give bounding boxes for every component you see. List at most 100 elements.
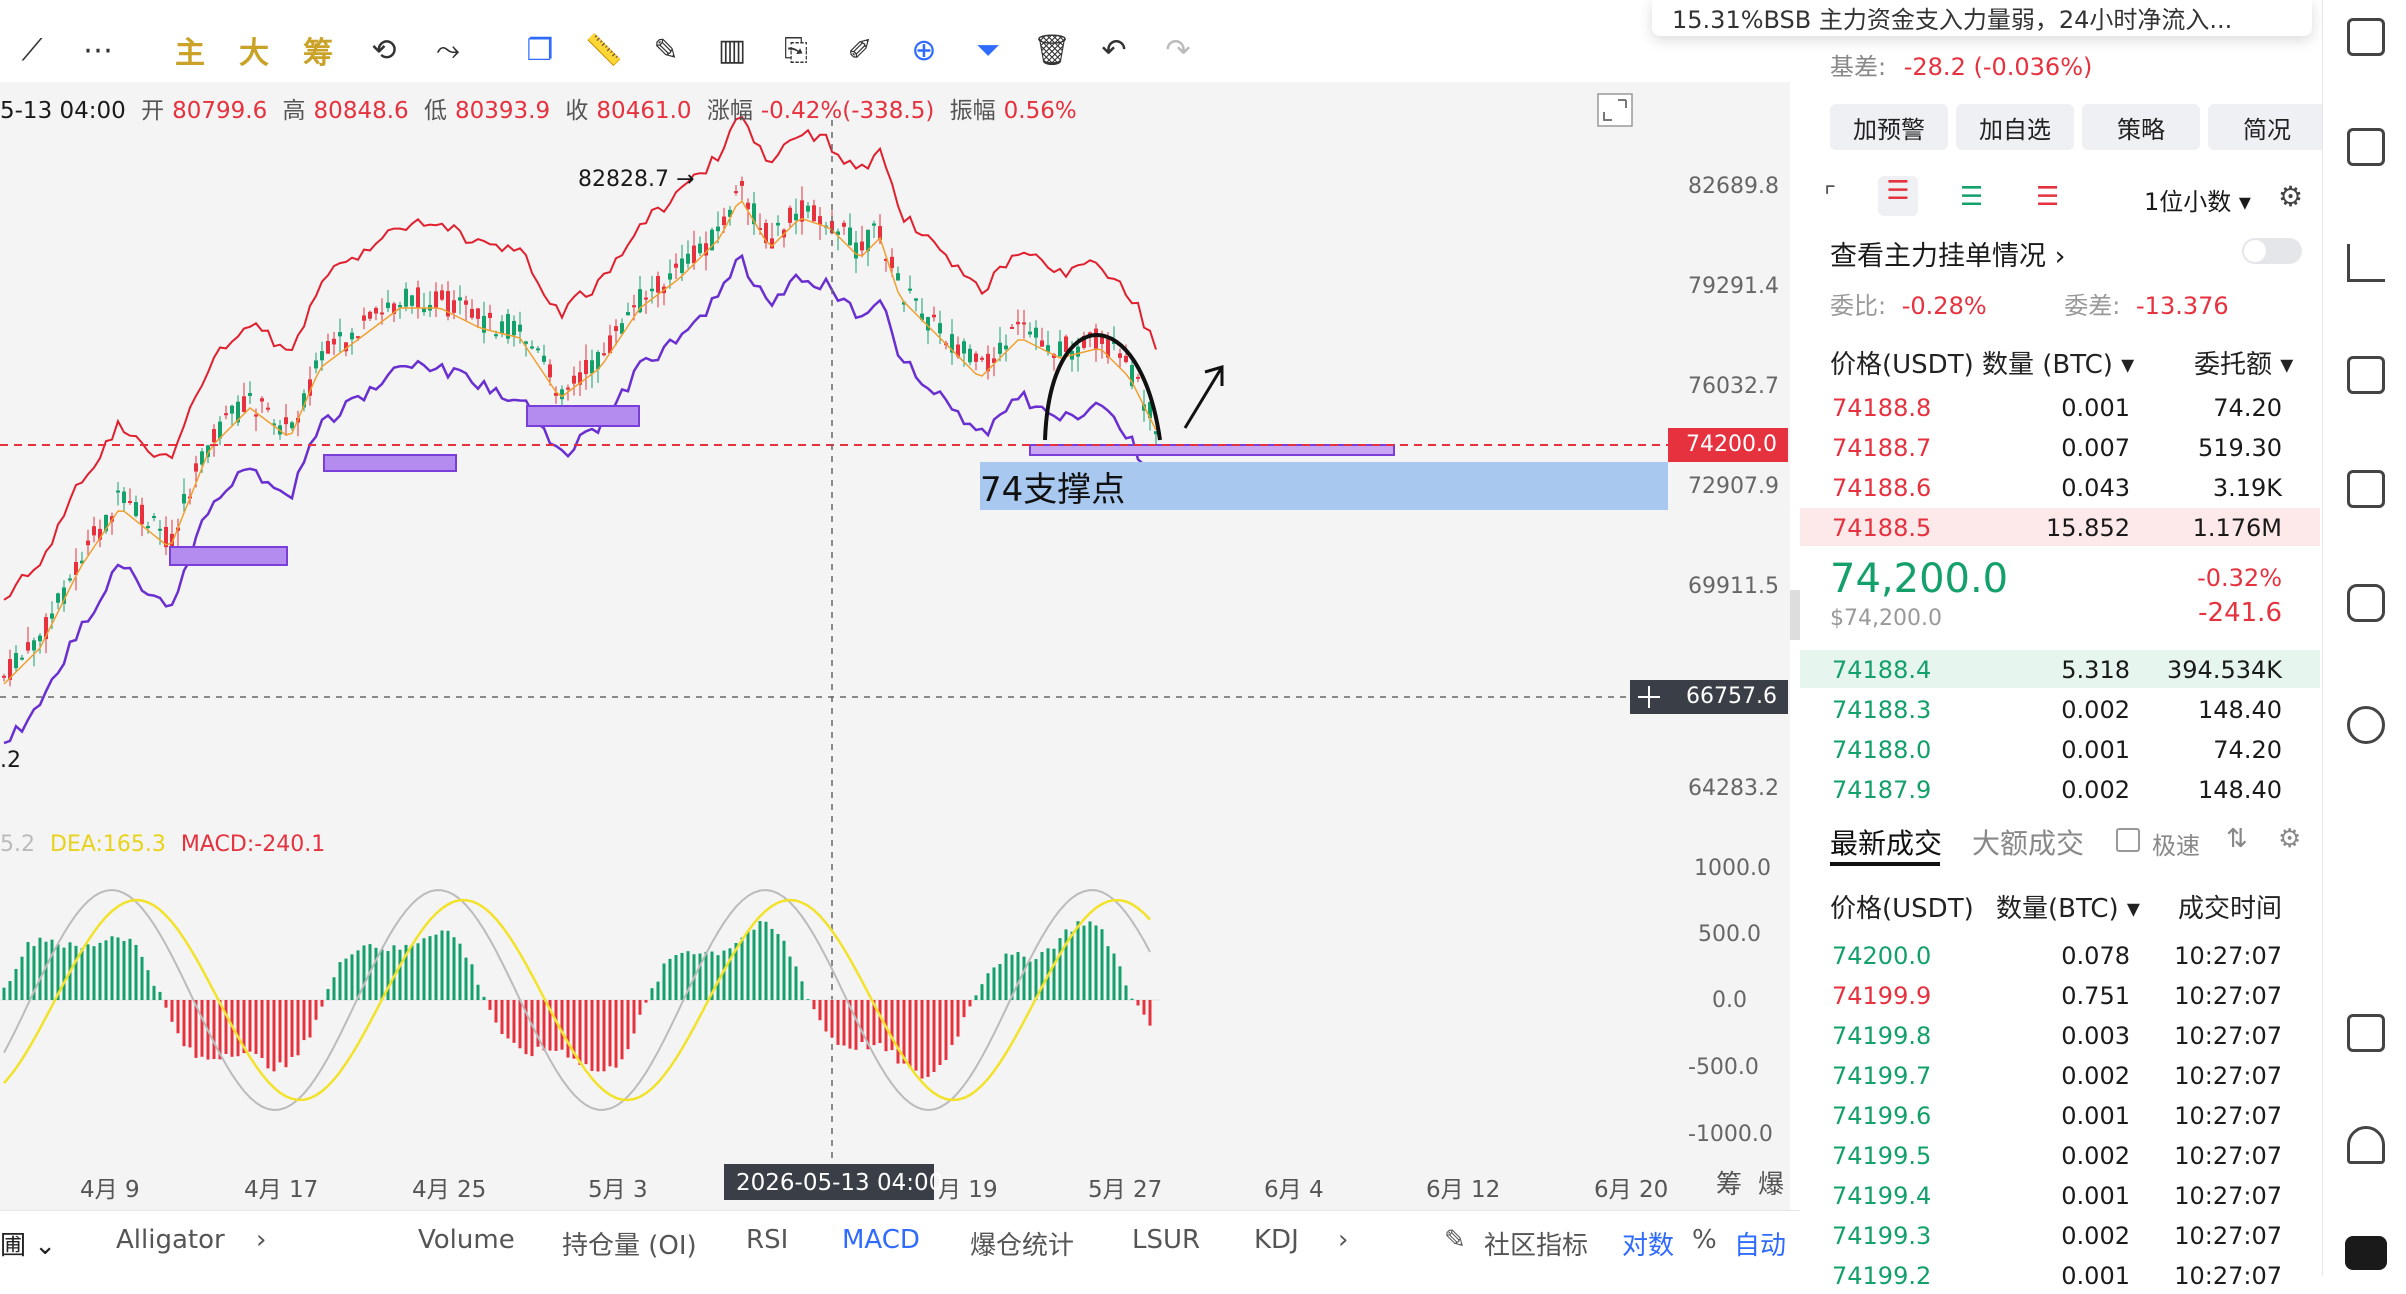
- layout-icon[interactable]: [2347, 1014, 2385, 1052]
- undo-icon[interactable]: ↶: [1101, 32, 1127, 68]
- edit-icon[interactable]: ✎: [1444, 1225, 1466, 1255]
- trade-row[interactable]: 74199.3 0.002 10:27:07: [1800, 1216, 2320, 1254]
- ask-row[interactable]: 74188.6 0.043 3.19K: [1800, 468, 2320, 506]
- more-icon[interactable]: ⋯: [83, 32, 113, 68]
- add-watchlist-button[interactable]: 加自选: [1956, 104, 2074, 150]
- edit-note-icon[interactable]: ✐: [847, 32, 873, 68]
- multi-tool-icon[interactable]: ⤳: [436, 32, 460, 68]
- community-indicators[interactable]: 社区指标: [1484, 1231, 1589, 1261]
- log-scale-toggle[interactable]: 对数: [1622, 1231, 1675, 1261]
- trade-row[interactable]: 74199.5 0.002 10:27:07: [1800, 1136, 2320, 1174]
- crosshair-price-tag: 66757.6: [1686, 684, 1777, 709]
- asks-only-icon[interactable]: ☰: [2036, 182, 2060, 212]
- strategy-button[interactable]: 策略: [2082, 104, 2200, 150]
- ask-row[interactable]: 74188.7 0.007 519.30: [1800, 428, 2320, 466]
- chip-corner-button[interactable]: 筹: [1716, 1170, 1743, 1200]
- indicator-oi[interactable]: 持仓量 (OI): [562, 1231, 697, 1261]
- trade-row[interactable]: 74199.6 0.001 10:27:07: [1800, 1096, 2320, 1134]
- indicator-macd[interactable]: MACD: [842, 1225, 920, 1255]
- large-order-button[interactable]: 大: [239, 36, 269, 71]
- indicator-kdj[interactable]: KDJ: [1254, 1225, 1299, 1255]
- main-indicator-button[interactable]: 主: [175, 36, 205, 71]
- fast-checkbox[interactable]: [2116, 828, 2140, 852]
- percent-scale-toggle[interactable]: %: [1692, 1225, 1717, 1255]
- view-main-orders-link[interactable]: 查看主力挂单情况 ›: [1830, 241, 2066, 272]
- bid-row[interactable]: 74187.9 0.002 148.40: [1800, 770, 2320, 808]
- macd-bar: [494, 1000, 498, 1023]
- bookmark-icon[interactable]: ❐: [526, 32, 554, 68]
- indicator-liquidation[interactable]: 爆仓统计: [970, 1231, 1075, 1261]
- indicator-volume[interactable]: Volume: [418, 1225, 515, 1255]
- ruler-icon[interactable]: 📏: [585, 32, 623, 68]
- main-orders-toggle[interactable]: [2242, 238, 2302, 264]
- ob-header-price[interactable]: 价格(USDT) 数量 (BTC) ▾: [1830, 350, 2135, 380]
- trade-row[interactable]: 74199.8 0.003 10:27:07: [1800, 1016, 2320, 1054]
- tab-latest-trades[interactable]: 最新成交: [1830, 827, 1943, 860]
- robot-icon[interactable]: [2347, 584, 2385, 622]
- assistant-icon[interactable]: [2345, 1236, 2387, 1270]
- kline-chart[interactable]: [0, 0, 1800, 1210]
- trade-row[interactable]: 74199.2 0.001 10:27:07: [1800, 1256, 2320, 1294]
- macd-bar: [1064, 929, 1068, 1000]
- candle: [356, 336, 360, 339]
- macd-bar: [926, 1000, 930, 1077]
- layout-dropdown[interactable]: 圃 ⌄: [0, 1231, 57, 1261]
- candle: [68, 578, 72, 581]
- trade-row[interactable]: 74199.4 0.001 10:27:07: [1800, 1176, 2320, 1214]
- funds-icon[interactable]: [2347, 128, 2385, 166]
- indicator-alligator[interactable]: Alligator: [116, 1225, 225, 1255]
- select-icon[interactable]: ⌜: [1824, 182, 1837, 212]
- bar-chart-icon[interactable]: [2347, 356, 2385, 394]
- bids-only-icon[interactable]: ☰: [1960, 182, 1984, 212]
- chevron-right-icon[interactable]: ›: [1338, 1225, 1349, 1255]
- bid-row[interactable]: 74188.0 0.001 74.20: [1800, 730, 2320, 768]
- magnet-icon[interactable]: ⊕: [911, 32, 937, 68]
- trade-row[interactable]: 74199.9 0.751 10:27:07: [1800, 976, 2320, 1014]
- pen-icon[interactable]: ✎: [653, 32, 679, 68]
- trades-header-qty[interactable]: 数量(BTC) ▾: [1996, 894, 2140, 924]
- trade-qty: 0.001: [2061, 1262, 2130, 1290]
- headset-icon[interactable]: [2347, 1126, 2385, 1164]
- tab-large-trades[interactable]: 大额成交: [1972, 827, 2085, 860]
- macd-bar: [1106, 946, 1110, 1000]
- ob-header-amount[interactable]: 委托额 ▾: [2194, 350, 2294, 380]
- trades-settings-icon[interactable]: ⚙: [2278, 824, 2302, 854]
- candle: [1016, 321, 1020, 325]
- auto-scale-toggle[interactable]: 自动: [1734, 1231, 1787, 1261]
- document-icon[interactable]: [2347, 18, 2385, 56]
- sort-icon[interactable]: ⇅: [2226, 824, 2248, 854]
- chip-button[interactable]: 筹: [303, 36, 333, 71]
- ask-row[interactable]: 74188.5 15.852 1.176M: [1800, 508, 2320, 546]
- drawn-arc: [1043, 333, 1162, 441]
- trend-chart-icon[interactable]: [2347, 244, 2385, 282]
- redo-icon[interactable]: ↷: [1165, 32, 1191, 68]
- overview-button[interactable]: 简况: [2208, 104, 2326, 150]
- add-alert-button[interactable]: 加预警: [1830, 104, 1948, 150]
- filter-icon[interactable]: ⏷: [976, 32, 1000, 68]
- line-tool-icon[interactable]: ⟋: [21, 32, 43, 68]
- candle: [260, 398, 264, 402]
- bid-row[interactable]: 74188.4 5.318 394.534K: [1800, 650, 2320, 688]
- settings-gear-icon[interactable]: ⚙: [2278, 180, 2304, 213]
- chevron-right-icon[interactable]: ›: [256, 1225, 267, 1255]
- precision-dropdown[interactable]: 1位小数 ▾: [2144, 188, 2251, 216]
- bid-amount: 74.20: [2213, 736, 2282, 764]
- liquidation-corner-button[interactable]: 爆: [1758, 1170, 1785, 1200]
- clipboard-icon[interactable]: ⎘: [784, 32, 808, 68]
- candle-icon[interactable]: ▥: [717, 32, 747, 68]
- news-notification[interactable]: 15.31%BSB 主力资金支入力量弱，24小时净流入...: [1652, 0, 2312, 36]
- swap-icon[interactable]: [2347, 706, 2385, 744]
- indicator-lsur[interactable]: LSUR: [1132, 1225, 1201, 1255]
- ask-row[interactable]: 74188.8 0.001 74.20: [1800, 388, 2320, 426]
- trade-row[interactable]: 74199.7 0.002 10:27:07: [1800, 1056, 2320, 1094]
- sync-drawing-icon[interactable]: ⟲: [371, 32, 397, 68]
- candle: [194, 463, 198, 472]
- last-change-pct: -0.32%: [2197, 564, 2282, 592]
- bid-row[interactable]: 74188.3 0.002 148.40: [1800, 690, 2320, 728]
- indicator-rsi[interactable]: RSI: [746, 1225, 789, 1255]
- candle: [404, 288, 408, 307]
- trash-icon[interactable]: 🗑: [1032, 32, 1072, 68]
- trade-row[interactable]: 74200.0 0.078 10:27:07: [1800, 936, 2320, 974]
- both-sides-icon[interactable]: ☰: [1878, 176, 1918, 216]
- etf-icon[interactable]: [2347, 470, 2385, 508]
